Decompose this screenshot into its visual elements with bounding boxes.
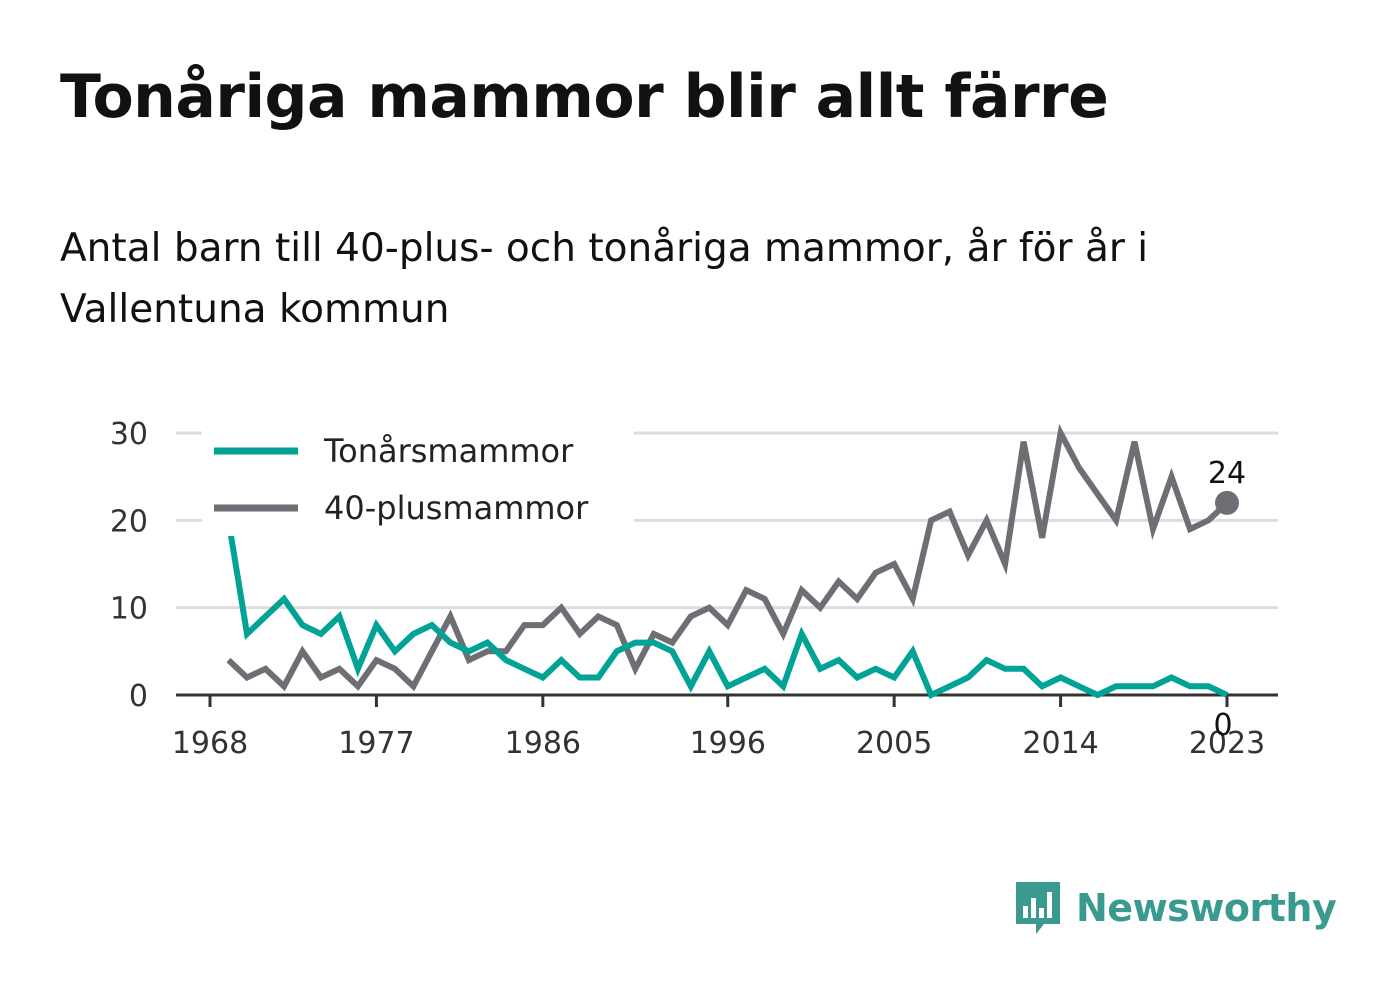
legend-label-tonarsmammor: Tonårsmammor <box>323 432 574 470</box>
chart-subtitle: Antal barn till 40-plus- och tonåriga ma… <box>60 226 1149 332</box>
x-tick-label: 2023 <box>1189 726 1265 761</box>
x-tick-label: 1996 <box>690 726 766 761</box>
teen-end-label: 0 <box>1213 708 1232 743</box>
forty-plus-end-label: 24 <box>1208 456 1246 491</box>
y-tick-label: 30 <box>110 417 148 452</box>
line-chart: 0 10 20 30 1968 1977 1986 1996 2005 2014 2023 Ton… <box>110 417 1278 761</box>
brand-name: Newsworthy <box>1076 886 1337 930</box>
x-tick-label: 2014 <box>1022 726 1098 761</box>
series-lines <box>225 423 1230 700</box>
x-tick-label: 1977 <box>338 726 414 761</box>
y-tick-label: 20 <box>110 504 148 539</box>
x-tick-label: 2005 <box>856 726 932 761</box>
newsworthy-logo-icon <box>1016 882 1060 934</box>
chart-title: Tonåriga mammor blir allt färre <box>60 62 1109 132</box>
forty-plus-mothers-line <box>226 423 1230 692</box>
forty-plus-end-marker <box>1215 490 1239 515</box>
teen-mothers-line <box>225 519 1229 700</box>
newsworthy-logo: Newsworthy <box>1012 878 1337 938</box>
end-labels: 24 0 <box>1208 456 1246 743</box>
y-axis-ticks: 0 10 20 30 <box>110 417 148 714</box>
x-tick-label: 1968 <box>172 726 248 761</box>
y-tick-label: 10 <box>110 592 148 627</box>
x-axis-ticks: 1968 1977 1986 1996 2005 2014 2023 <box>172 695 1265 761</box>
legend: Tonårsmammor 40-plusmammor <box>202 418 634 536</box>
x-tick-label: 1986 <box>505 726 581 761</box>
legend-label-40-plusmammor: 40-plusmammor <box>324 489 589 527</box>
y-tick-label: 0 <box>129 679 148 714</box>
legend-background <box>202 418 634 536</box>
